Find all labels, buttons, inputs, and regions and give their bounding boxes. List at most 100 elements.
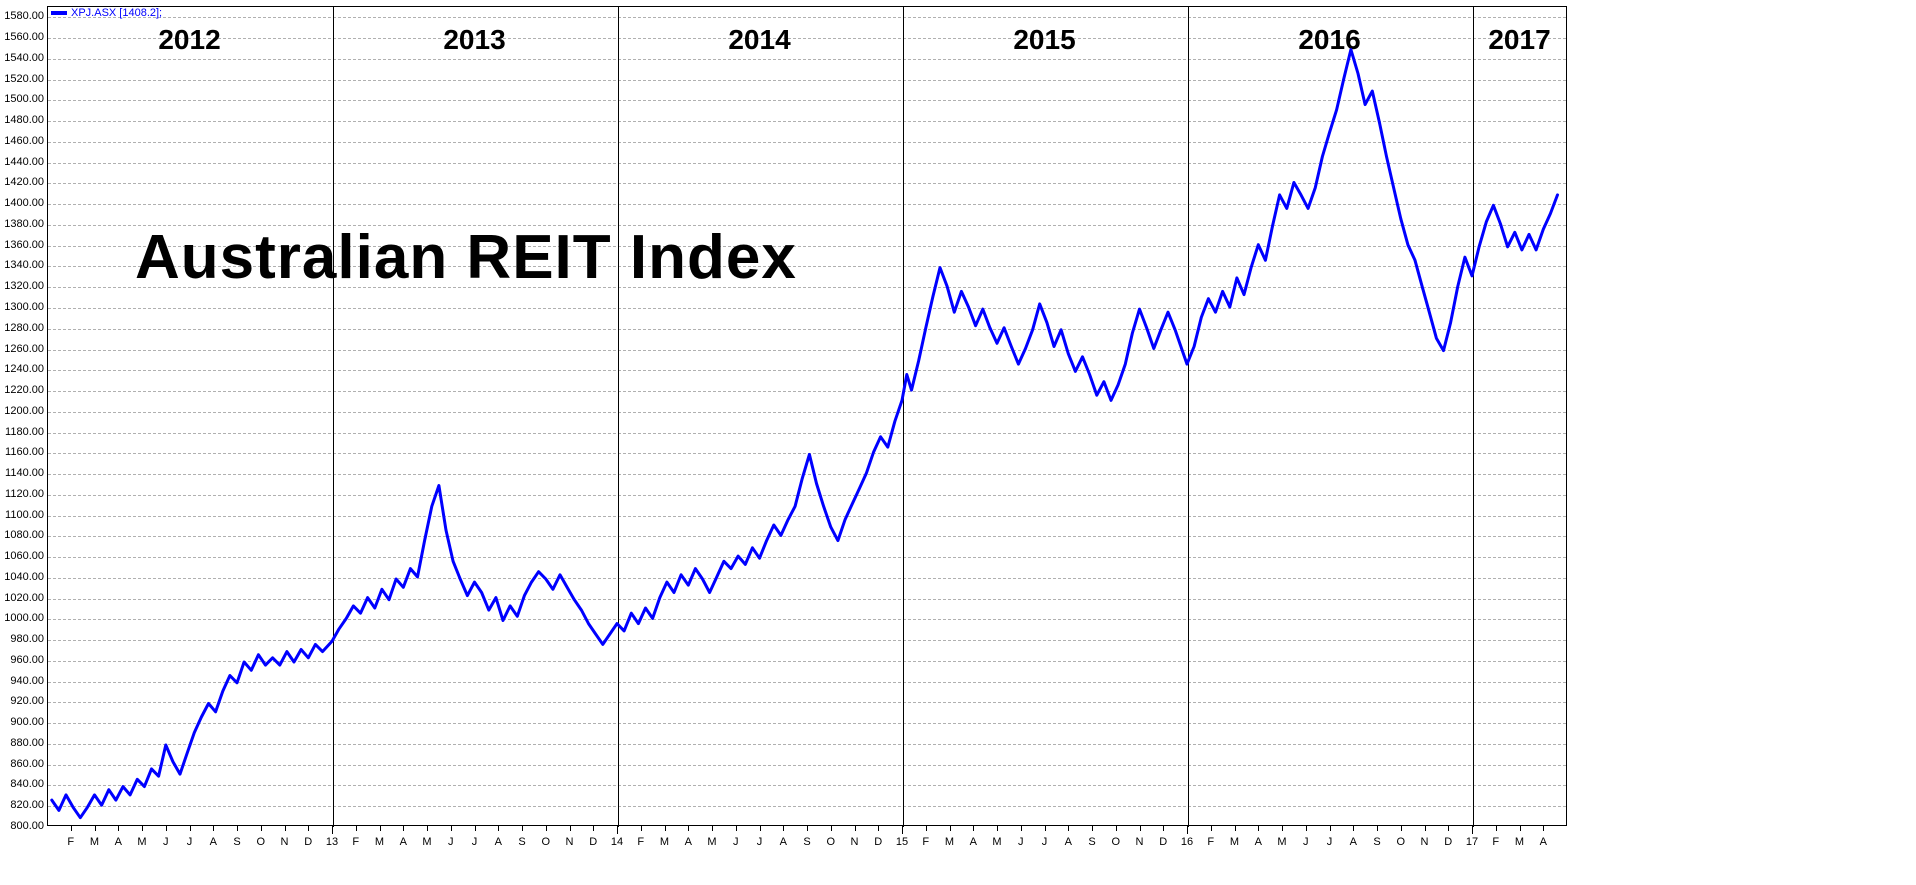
x-axis-tick-label: S <box>1373 836 1380 848</box>
y-axis-tick-label: 1100.00 <box>5 509 44 521</box>
y-axis-tick-label: 1240.00 <box>4 363 44 375</box>
x-axis-tick-label: F <box>1207 836 1214 848</box>
x-axis-tick <box>926 826 927 831</box>
x-axis-tick-label: O <box>256 836 265 848</box>
x-axis-tick-label: F <box>67 836 74 848</box>
y-axis-tick-label: 960.00 <box>10 654 44 666</box>
x-axis-tick <box>1163 826 1164 831</box>
x-axis-tick <box>688 826 689 831</box>
x-axis-tick <box>285 826 286 831</box>
y-axis-tick-label: 820.00 <box>10 799 44 811</box>
x-axis-tick <box>878 826 879 831</box>
x-axis-tick-label: N <box>851 836 859 848</box>
x-axis-tick-label: 16 <box>1181 836 1193 848</box>
x-axis-tick <box>166 826 167 831</box>
x-axis-tick <box>213 826 214 831</box>
x-axis-tick-label: O <box>1111 836 1120 848</box>
x-axis-tick-label: S <box>518 836 525 848</box>
x-axis-tick <box>237 826 238 831</box>
y-axis-tick-label: 1360.00 <box>4 239 44 251</box>
y-axis-tick-label: 900.00 <box>10 716 44 728</box>
x-axis-tick <box>261 826 262 831</box>
x-axis-tick-label: J <box>163 836 169 848</box>
y-axis-tick-label: 1020.00 <box>4 592 44 604</box>
x-axis-tick-label: F <box>637 836 644 848</box>
x-axis-tick <box>1045 826 1046 831</box>
x-axis-tick-label: J <box>1018 836 1024 848</box>
x-axis-tick-label: M <box>90 836 99 848</box>
x-axis-tick-label: M <box>992 836 1001 848</box>
x-axis-tick-label: F <box>922 836 929 848</box>
x-axis-tick-label: A <box>970 836 977 848</box>
x-axis-tick <box>71 826 72 831</box>
x-axis-tick-label: M <box>707 836 716 848</box>
y-axis-tick-label: 1320.00 <box>4 280 44 292</box>
y-axis-tick-label: 1460.00 <box>4 135 44 147</box>
x-axis-tick <box>1448 826 1449 831</box>
x-axis-tick <box>190 826 191 831</box>
x-axis-tick-label: D <box>874 836 882 848</box>
x-axis-tick <box>1211 826 1212 831</box>
x-axis-tick-label: J <box>187 836 193 848</box>
x-axis-tick <box>783 826 784 831</box>
x-axis-tick <box>1116 826 1117 831</box>
x-axis-tick-label: D <box>1444 836 1452 848</box>
x-axis-tick <box>1377 826 1378 831</box>
x-axis-tick <box>1068 826 1069 831</box>
x-axis-tick-label: N <box>1136 836 1144 848</box>
x-axis-tick <box>332 826 333 834</box>
x-axis-tick <box>1472 826 1473 834</box>
y-axis-tick-label: 1220.00 <box>4 384 44 396</box>
x-axis-tick <box>1187 826 1188 834</box>
y-axis-tick-label: 940.00 <box>10 675 44 687</box>
y-axis-tick-label: 1540.00 <box>4 52 44 64</box>
y-axis-tick-label: 1040.00 <box>4 571 44 583</box>
x-axis-tick <box>736 826 737 831</box>
x-axis-tick-label: M <box>1515 836 1524 848</box>
price-line-svg <box>47 6 1567 826</box>
x-axis-tick <box>665 826 666 831</box>
y-axis-tick-label: 1480.00 <box>4 114 44 126</box>
x-axis-tick <box>451 826 452 831</box>
x-axis-tick <box>1140 826 1141 831</box>
x-axis-tick <box>760 826 761 831</box>
y-axis-tick-label: 1260.00 <box>4 343 44 355</box>
x-axis-tick <box>142 826 143 831</box>
x-axis-tick-label: F <box>1492 836 1499 848</box>
x-axis-tick <box>570 826 571 831</box>
x-axis-tick <box>356 826 357 831</box>
x-axis-tick-label: 14 <box>611 836 623 848</box>
x-axis-tick <box>1520 826 1521 831</box>
x-axis-tick <box>475 826 476 831</box>
y-axis-tick-label: 980.00 <box>10 633 44 645</box>
x-axis-tick-label: S <box>803 836 810 848</box>
x-axis-tick <box>1330 826 1331 831</box>
x-axis-tick-label: M <box>375 836 384 848</box>
x-axis-tick-label: J <box>733 836 739 848</box>
x-axis-tick <box>902 826 903 834</box>
y-axis-tick-label: 1180.00 <box>5 426 44 438</box>
y-axis-tick-label: 1520.00 <box>4 73 44 85</box>
y-axis-tick-label: 840.00 <box>10 778 44 790</box>
y-axis-tick-label: 1120.00 <box>5 488 44 500</box>
x-axis-tick-label: A <box>780 836 787 848</box>
y-axis-tick-label: 860.00 <box>10 758 44 770</box>
y-axis-tick-label: 1340.00 <box>4 259 44 271</box>
x-axis-tick-label: N <box>566 836 574 848</box>
x-axis-tick-label: A <box>210 836 217 848</box>
x-axis-tick <box>546 826 547 831</box>
x-axis-tick-label: S <box>1088 836 1095 848</box>
x-axis-tick <box>403 826 404 831</box>
x-axis-tick <box>1306 826 1307 831</box>
x-axis-tick <box>522 826 523 831</box>
x-axis-tick <box>1543 826 1544 831</box>
x-axis-tick-label: A <box>1350 836 1357 848</box>
x-axis-tick <box>831 826 832 831</box>
price-line <box>52 50 1558 818</box>
y-axis-tick-label: 1200.00 <box>4 405 44 417</box>
x-axis-tick-label: 15 <box>896 836 908 848</box>
x-axis-tick-label: D <box>589 836 597 848</box>
x-axis-tick-label: D <box>304 836 312 848</box>
x-axis-tick-label: 13 <box>326 836 338 848</box>
x-axis-tick-label: J <box>757 836 763 848</box>
